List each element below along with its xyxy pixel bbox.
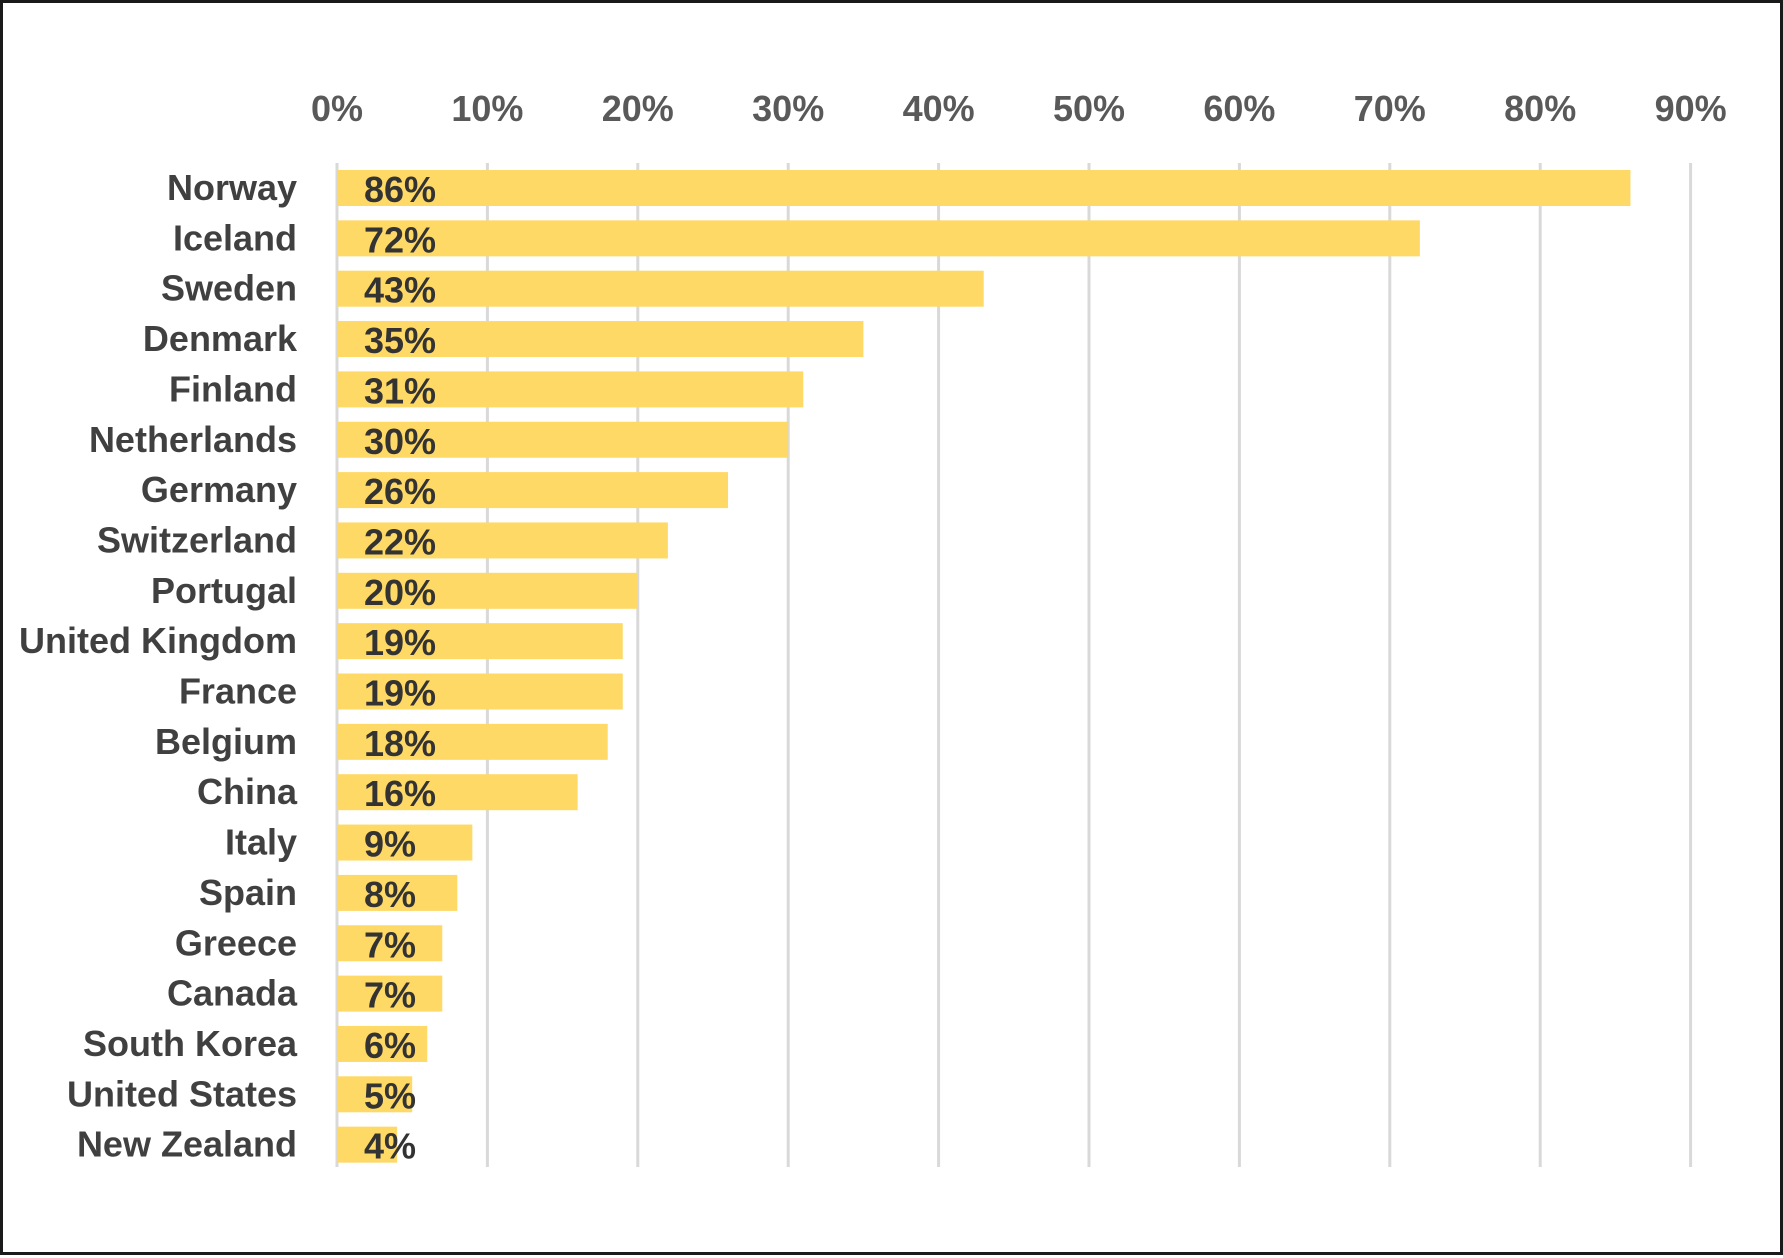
category-label: United Kingdom [19, 620, 297, 661]
bar [337, 774, 578, 811]
data-label: 19% [364, 622, 436, 663]
data-label: 4% [364, 1126, 416, 1167]
bar [337, 673, 623, 710]
bar [337, 472, 729, 509]
category-label: Belgium [155, 721, 297, 762]
bar [337, 925, 443, 962]
data-label: 43% [364, 270, 436, 311]
category-label: Greece [175, 922, 297, 963]
data-label: 9% [364, 824, 416, 865]
category-label: Switzerland [97, 519, 297, 560]
bar [337, 1126, 398, 1163]
data-label: 31% [364, 370, 436, 411]
data-label: 26% [364, 471, 436, 512]
category-label: Sweden [161, 268, 297, 309]
data-label: 20% [364, 572, 436, 613]
data-label: 8% [364, 874, 416, 915]
data-label: 30% [364, 421, 436, 462]
bar [337, 421, 789, 458]
data-label: 86% [364, 169, 436, 210]
bar [337, 723, 608, 760]
bar [337, 321, 864, 358]
x-tick-label: 50% [1053, 88, 1125, 129]
bar [337, 1025, 428, 1062]
data-label: 7% [364, 924, 416, 965]
bar [337, 170, 1631, 206]
data-label: 16% [364, 773, 436, 814]
gridlines [335, 163, 1693, 1167]
bar [337, 270, 984, 307]
data-labels: 86% 72% 43% 35% 31% 30% 26% 22% 20% 19% 19% 18% 16% 9… [364, 169, 436, 1167]
data-label: 22% [364, 521, 436, 562]
x-tick-label: 90% [1655, 88, 1727, 129]
data-label: 6% [364, 1025, 416, 1066]
bar [337, 1076, 413, 1113]
x-tick-label: 20% [602, 88, 674, 129]
data-label: 7% [364, 975, 416, 1016]
bar [337, 572, 638, 609]
bar [337, 623, 623, 660]
bar [337, 371, 804, 408]
bar [337, 975, 443, 1012]
x-tick-label: 10% [451, 88, 523, 129]
data-label: 19% [364, 673, 436, 714]
x-axis-ticks: 0% 10% 20% 30% 40% 50% 60% 70% 80% 90% [311, 88, 1727, 129]
x-tick-label: 0% [311, 88, 363, 129]
category-label: Finland [169, 368, 297, 409]
data-label: 35% [364, 320, 436, 361]
category-labels: Norway Iceland Sweden Denmark Finland Netherl… [19, 167, 298, 1165]
bars [337, 170, 1631, 1163]
bar-chart: 0% 10% 20% 30% 40% 50% 60% 70% 80% 90% Norway Icel… [19, 88, 1727, 1167]
category-label: Norway [167, 167, 297, 208]
category-label: South Korea [83, 1023, 298, 1064]
data-label: 5% [364, 1075, 416, 1116]
category-label: Italy [225, 822, 297, 863]
data-label: 18% [364, 723, 436, 764]
x-tick-label: 80% [1504, 88, 1576, 129]
x-tick-label: 70% [1354, 88, 1426, 129]
category-label: Iceland [173, 217, 297, 258]
x-tick-label: 40% [903, 88, 975, 129]
bar [337, 522, 668, 559]
bar [337, 824, 473, 861]
bar [337, 874, 458, 911]
category-label: Denmark [143, 318, 298, 359]
category-label: Netherlands [89, 419, 297, 460]
category-label: Germany [141, 469, 297, 510]
bar [337, 220, 1420, 257]
category-label: Portugal [151, 570, 297, 611]
data-label: 72% [364, 219, 436, 260]
category-label: China [197, 771, 298, 812]
category-label: France [179, 671, 297, 712]
category-label: United States [67, 1073, 297, 1114]
x-tick-label: 60% [1203, 88, 1275, 129]
category-label: Spain [199, 872, 297, 913]
category-label: Canada [167, 973, 298, 1014]
x-tick-label: 30% [752, 88, 824, 129]
category-label: New Zealand [77, 1124, 297, 1165]
